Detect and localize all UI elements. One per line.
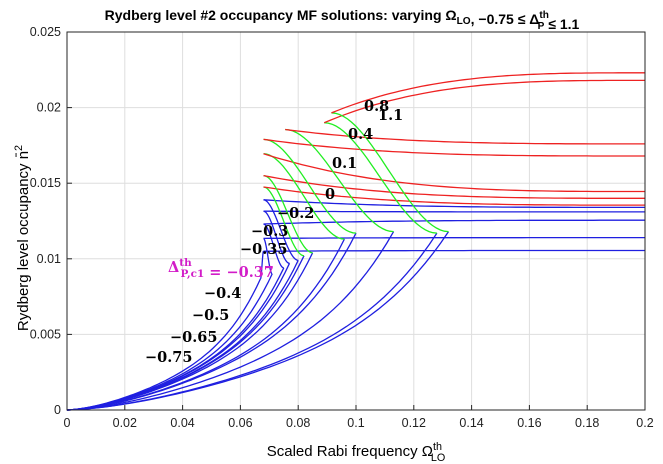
curve-label: 0.4 [348,126,373,143]
lower-branch-curve [66,231,395,411]
curve-label: 1.1 [378,107,403,124]
upper-branch-curve [331,72,645,114]
x-tick-label: 0.02 [113,416,137,430]
middle-branch-curve [263,186,305,257]
middle-branch-curve [331,112,449,233]
x-tick-label: 0.14 [459,416,483,430]
x-tick-label: 0.2 [636,416,653,430]
x-tick-label: 0.04 [170,416,194,430]
upper-branch-curve [263,236,645,240]
middle-branch-curve [263,199,299,261]
y-tick-label: 0.005 [30,327,61,341]
curves [66,72,645,411]
upper-branch-curve [263,219,645,225]
upper-branch-curve [263,153,645,193]
curve-label: −0.35 [240,241,287,258]
curve-label: −0.75 [145,349,192,366]
lower-branch-curve [66,232,357,411]
plot-frame [66,31,646,411]
x-tick-label: 0.12 [402,416,426,430]
middle-branch-curve [263,237,273,275]
x-axis-ticks: 0 0.02 0.04 0.06 0.08 0.1 0.12 0.14 0.16 0.18 0.2 [64,405,654,430]
middle-branch-curve [263,174,313,254]
curve-label: 0.8 [364,98,389,115]
y-axis-label: Rydberg level occupancy n̄2 [13,145,32,331]
y-tick-label: 0.02 [37,101,61,115]
x-tick-label: 0.08 [286,416,310,430]
middle-branch-curve [263,210,290,264]
curve-label: −0.3 [251,223,288,240]
upper-branch-curve [263,138,645,157]
curve-label: −0.2 [277,205,314,222]
y-tick-label: 0 [54,403,61,417]
y-tick-label: 0.01 [37,252,61,266]
middle-branch-curve [263,153,345,240]
x-tick-label: 0.1 [347,416,364,430]
x-tick-label: 0.06 [228,416,252,430]
y-tick-label: 0.025 [30,25,61,39]
curve-label: 0 [325,186,335,203]
x-tick-label: 0.18 [575,416,599,430]
y-tick-label: 0.015 [30,176,61,190]
upper-branch-curve [263,199,645,209]
middle-branch-curve [324,122,437,234]
chart-title: Rydberg level #2 occupancy MF solutions:… [105,7,580,32]
x-axis-label: Scaled Rabi frequency Ωth LO [267,441,446,464]
middle-branch-curve [285,128,394,233]
curve-label: 0.1 [332,155,357,172]
curve-label: −0.5 [192,307,229,324]
upper-branch-curve [285,128,645,145]
upper-branch-curve [263,210,645,213]
x-tick-label: 0.16 [517,416,541,430]
lower-branch-curve [66,231,450,411]
upper-branch-curve [263,249,645,252]
critical-detuning-annotation: Δth P,c1 = −0.37 [168,257,274,281]
y-axis-ticks: 0 0.005 0.01 0.015 0.02 0.025 [30,25,72,417]
middle-branch-curve [260,250,265,279]
lower-branch-curve [66,232,438,411]
middle-branch-curve [263,223,284,269]
upper-branch-curve [263,186,645,206]
upper-branch-curve [263,174,645,199]
curve-labels: −0.75 −0.65 −0.5 −0.4 −0.35−0.3−0.2 0 0.1 0.4 0.… [145,98,403,366]
upper-branch-curve [323,79,645,124]
x-tick-label: 0 [64,416,71,430]
curve-label: −0.65 [170,329,217,346]
curve-label: −0.4 [204,285,241,302]
middle-branch-curve [263,138,357,234]
